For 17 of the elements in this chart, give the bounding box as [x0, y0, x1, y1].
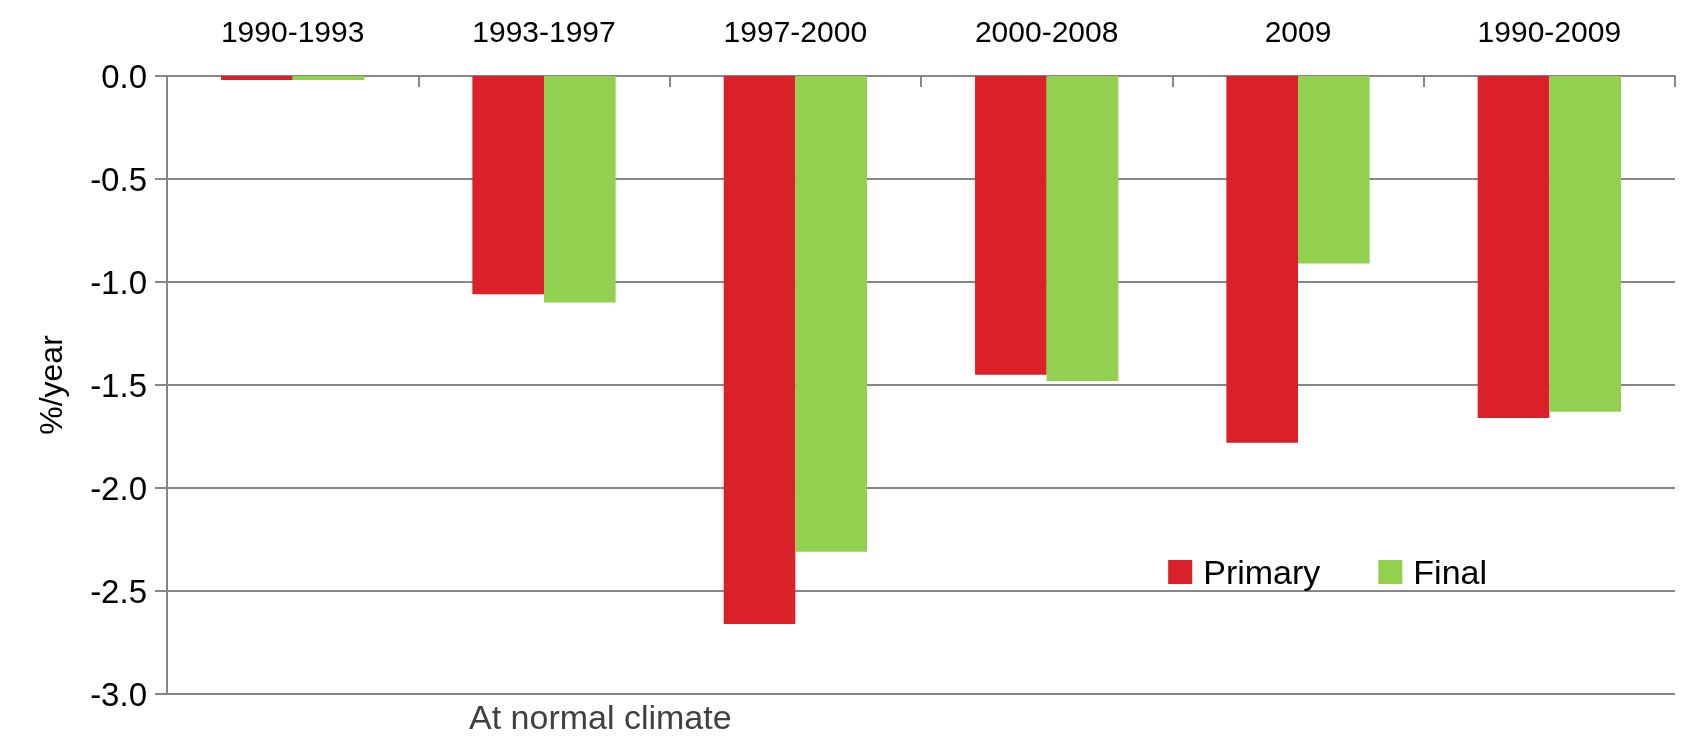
- y-tick-label: -0.5: [90, 160, 147, 198]
- legend-label: Final: [1413, 553, 1488, 591]
- x-tick-label: 2000-2008: [974, 14, 1119, 48]
- text: At normal climate: [469, 698, 732, 736]
- legend-label: Primary: [1203, 553, 1321, 591]
- y-tick-label: -2.5: [90, 572, 147, 610]
- y-axis-title: %/year: [33, 334, 69, 435]
- y-tick-label: 0.0: [101, 57, 147, 95]
- x-tick-label: 1997-2000: [723, 14, 868, 48]
- y-tick-label: -2.0: [90, 469, 147, 507]
- y-tick-label: -3.0: [90, 675, 147, 713]
- y-tick-label: -1.0: [90, 263, 147, 301]
- y-tick-label: -1.5: [90, 366, 147, 404]
- x-tick-label: 1990-2009: [1477, 14, 1622, 48]
- x-tick-label: 1993-1997: [472, 14, 616, 48]
- x-tick-label: 1990-1993: [220, 14, 365, 48]
- x-tick-label: 2009: [1264, 14, 1332, 48]
